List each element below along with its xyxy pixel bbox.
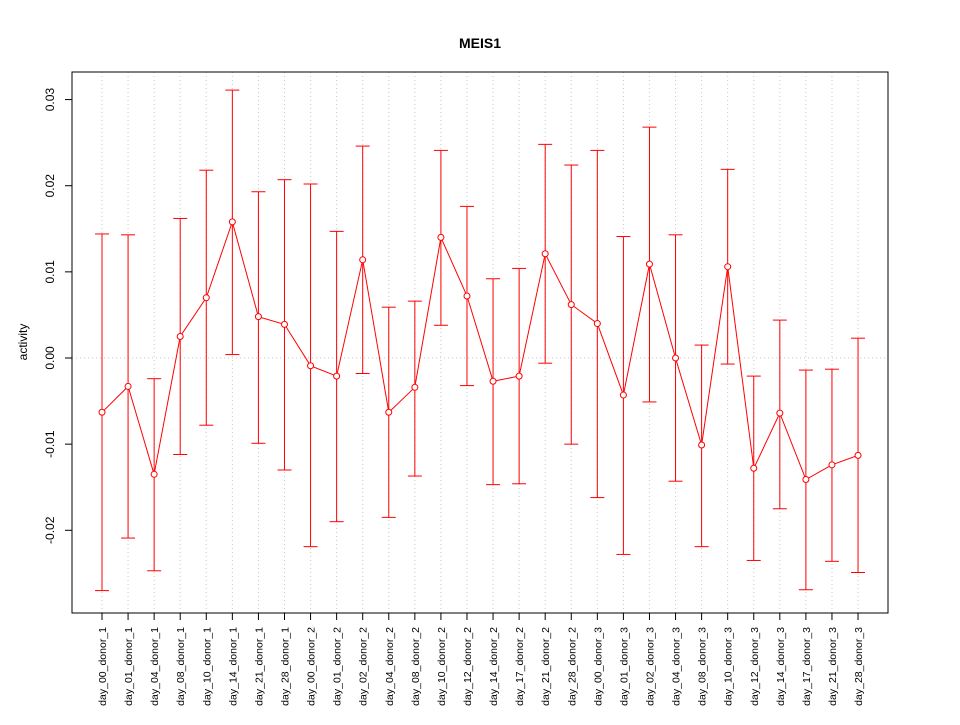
data-point [619, 391, 627, 399]
x-tick-label: day_10_donor_1 [201, 627, 213, 706]
data-point [750, 464, 758, 472]
y-tick-label: 0.02 [43, 174, 57, 198]
data-point [489, 377, 497, 385]
plot-frame [71, 71, 889, 614]
x-tick-label: day_08_donor_1 [175, 627, 187, 706]
data-point [411, 383, 419, 391]
series-line-layer [101, 220, 859, 481]
data-point [567, 301, 575, 309]
data-point [854, 451, 862, 459]
x-tick-label: day_08_donor_3 [697, 627, 709, 706]
x-tick-label: day_21_donor_3 [827, 627, 839, 706]
data-point [385, 408, 393, 416]
x-tick-label: day_08_donor_2 [410, 627, 422, 706]
x-tick-label: day_04_donor_3 [671, 627, 683, 706]
x-tick-label: day_01_donor_2 [332, 627, 344, 706]
data-point [150, 470, 158, 478]
x-tick-label: day_10_donor_3 [723, 627, 735, 706]
x-tick-label: day_14_donor_1 [227, 627, 239, 706]
grid-layer [72, 72, 888, 613]
x-tick-label: day_28_donor_3 [853, 627, 865, 706]
data-point [359, 256, 367, 264]
x-tick-labels: day_00_donor_1 day_01_donor_1 day_04_donor… [97, 627, 865, 706]
data-point [202, 294, 210, 302]
y-tick-label: 0.00 [43, 346, 57, 370]
axis-layer [65, 99, 859, 620]
x-tick-label: day_14_donor_3 [775, 627, 787, 706]
y-tick-label: -0.02 [43, 516, 57, 544]
x-tick-label: day_17_donor_2 [514, 627, 526, 706]
data-point [776, 409, 784, 417]
data-point [254, 313, 262, 321]
data-point [541, 250, 549, 258]
y-tick-label: 0.01 [43, 260, 57, 284]
x-tick-label: day_21_donor_1 [253, 627, 265, 706]
data-point [593, 320, 601, 328]
x-tick-label: day_21_donor_2 [540, 627, 552, 706]
x-tick-label: day_12_donor_3 [749, 627, 761, 706]
x-tick-label: day_04_donor_1 [149, 627, 161, 706]
data-point [228, 218, 236, 226]
series-points [98, 218, 862, 483]
x-tick-label: day_04_donor_2 [384, 627, 396, 706]
chart-title: MEIS1 [459, 35, 501, 51]
data-point [98, 408, 106, 416]
data-point [463, 292, 471, 300]
x-tick-label: day_00_donor_1 [97, 627, 109, 706]
data-point [645, 260, 653, 268]
x-tick-label: day_28_donor_1 [279, 627, 291, 706]
y-tick-labels: -0.02 -0.01 0.00 0.01 0.02 0.03 [43, 88, 57, 544]
x-tick-label: day_14_donor_2 [488, 627, 500, 706]
x-tick-label: day_02_donor_2 [358, 627, 370, 706]
data-point [307, 362, 315, 370]
series-line [101, 220, 859, 481]
data-point [515, 372, 523, 380]
data-point [698, 441, 706, 449]
x-tick-label: day_00_donor_2 [306, 627, 318, 706]
data-point [124, 382, 132, 390]
data-point [672, 354, 680, 362]
x-tick-label: day_28_donor_2 [566, 627, 578, 706]
data-point [280, 320, 288, 328]
x-tick-label: day_01_donor_3 [618, 627, 630, 706]
x-tick-label: day_17_donor_3 [801, 627, 813, 706]
data-point [802, 475, 810, 483]
data-point [724, 263, 732, 271]
error-bars [95, 89, 866, 592]
x-tick-label: day_01_donor_1 [123, 627, 135, 706]
x-tick-label: day_00_donor_3 [592, 627, 604, 706]
y-tick-label: -0.01 [43, 430, 57, 458]
x-tick-label: day_10_donor_2 [436, 627, 448, 706]
data-point [176, 332, 184, 340]
data-point [828, 461, 836, 469]
y-axis-label: activity [16, 324, 30, 361]
y-tick-label: 0.03 [43, 88, 57, 112]
x-tick-label: day_12_donor_2 [462, 627, 474, 706]
data-point [437, 233, 445, 241]
data-point [333, 372, 341, 380]
x-tick-label: day_02_donor_3 [644, 627, 656, 706]
